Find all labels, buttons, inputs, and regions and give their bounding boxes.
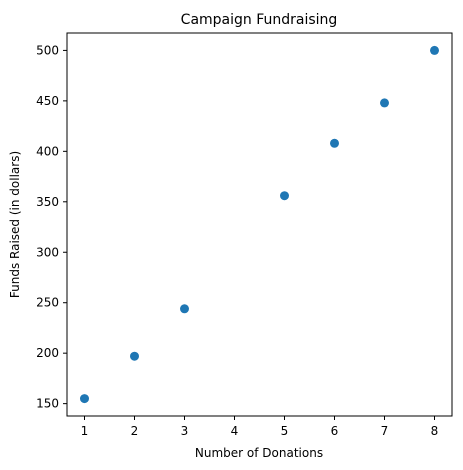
data-point (430, 45, 439, 55)
plot-area-frame (66, 32, 453, 417)
x-tick-label: 1 (81, 424, 89, 438)
x-tick-label: 4 (231, 424, 239, 438)
data-point (80, 394, 89, 404)
x-tick-label: 7 (381, 424, 389, 438)
y-tick-label: 500 (36, 43, 59, 57)
y-tick-label: 450 (36, 94, 59, 108)
y-tick-label: 400 (36, 144, 59, 158)
y-tick-label: 200 (36, 346, 59, 360)
y-tick-label: 300 (36, 245, 59, 259)
data-point (380, 98, 389, 108)
x-tick-label: 3 (181, 424, 189, 438)
x-tick-label: 2 (131, 424, 139, 438)
x-tick-label: 8 (431, 424, 439, 438)
data-points (80, 45, 439, 404)
x-tick-label: 6 (331, 424, 339, 438)
data-point (330, 138, 339, 148)
data-point (280, 191, 289, 201)
y-tick-label: 350 (36, 195, 59, 209)
y-tick-label: 250 (36, 296, 59, 310)
data-point (130, 351, 139, 361)
x-axis-label: Number of Donations (195, 446, 323, 460)
data-point (180, 304, 189, 314)
ticks-layer: 1 2 3 4 5 6 7 8 150 200 250 300 350 400 450 500 (36, 43, 438, 438)
y-axis-label: Funds Raised (in dollars) (8, 151, 22, 298)
chart-title: Campaign Fundraising (181, 12, 338, 28)
x-tick-label: 5 (281, 424, 289, 438)
y-tick-label: 150 (36, 397, 59, 411)
